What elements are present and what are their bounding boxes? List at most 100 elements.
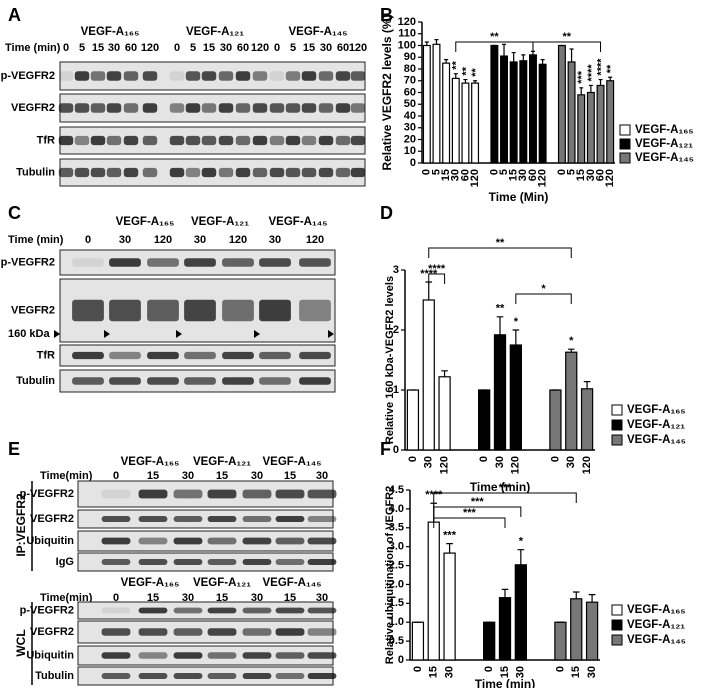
lane-label: 15 — [216, 592, 228, 604]
bar — [500, 55, 509, 164]
panel-letter: B — [380, 5, 393, 25]
lane-label: 30 — [182, 470, 194, 482]
band — [72, 299, 104, 322]
lane-label: 15 — [147, 470, 159, 482]
significance: ** — [460, 66, 472, 75]
band — [275, 607, 305, 614]
band — [109, 351, 141, 360]
band — [184, 377, 216, 385]
legend-swatch — [619, 138, 631, 150]
lane-label: 15 — [203, 42, 215, 54]
bar — [528, 54, 537, 164]
band — [301, 167, 317, 178]
bar — [411, 621, 425, 661]
legend-swatch — [611, 634, 623, 646]
lane-label: 15 — [147, 592, 159, 604]
band — [207, 515, 237, 523]
band — [275, 489, 305, 499]
x-tick-label: 120 — [581, 456, 593, 474]
time-label: Time (min) — [5, 42, 61, 54]
y-tick-label: 120 — [398, 16, 416, 28]
band — [173, 607, 203, 614]
band — [259, 299, 291, 322]
lane-label: 60 — [337, 42, 349, 54]
band — [307, 537, 337, 545]
lane-label: 15 — [216, 470, 228, 482]
y-tick-label: 50 — [404, 98, 416, 110]
lane-label: 0 — [85, 234, 91, 246]
band — [123, 71, 139, 81]
significance: ** — [451, 60, 463, 69]
lane-label: 30 — [251, 592, 263, 604]
bar — [570, 598, 583, 661]
band — [318, 135, 334, 146]
group-label: VEGF-A₁₄₅ — [289, 26, 348, 38]
band — [58, 103, 74, 113]
group-label: VEGF-A₁₆₅ — [81, 26, 140, 38]
bar — [483, 621, 496, 661]
error-bar — [496, 316, 504, 335]
band — [138, 558, 168, 566]
x-tick-label: 0 — [412, 666, 424, 672]
x-tick-label: 15 — [440, 169, 452, 181]
lane-label: 30 — [269, 234, 281, 246]
blot-strip — [77, 480, 334, 508]
bar — [577, 94, 586, 164]
band — [109, 299, 141, 322]
lane-label: 5 — [79, 42, 85, 54]
y-tick-label: 2.5 — [389, 559, 404, 571]
x-tick-label: 30 — [443, 666, 455, 678]
band — [90, 167, 106, 178]
band — [142, 135, 158, 146]
x-tick-label: 120 — [469, 169, 481, 187]
band — [123, 135, 139, 146]
legend-label: VEGF-A₁₂₁ — [627, 619, 685, 631]
y-tick-label: 3 — [393, 264, 399, 276]
x-tick-label: 0 — [556, 169, 568, 175]
arrowhead — [176, 330, 182, 338]
band — [299, 351, 331, 360]
band — [335, 135, 351, 146]
legend-label: VEGF-A₁₄₅ — [627, 634, 686, 646]
lane-label: 30 — [119, 234, 131, 246]
bar — [461, 82, 470, 164]
lane-label: 120 — [349, 42, 367, 54]
band — [185, 135, 201, 146]
band — [101, 489, 131, 499]
y-tick-label: 70 — [404, 75, 416, 87]
x-tick-label: 60 — [527, 169, 539, 181]
arrowhead — [254, 330, 260, 338]
band — [242, 489, 272, 499]
bar — [565, 351, 578, 451]
band — [350, 71, 366, 81]
bar — [471, 82, 480, 164]
band — [147, 258, 179, 267]
lane-label: 30 — [320, 42, 332, 54]
significance: *** — [576, 70, 588, 84]
y-axis-label: Relative ubiquitination of VEGFR2 — [384, 486, 396, 664]
group-label: VEGF-A₁₄₅ — [263, 456, 322, 468]
error-bar — [425, 281, 433, 300]
band — [58, 167, 74, 178]
band — [58, 71, 74, 81]
bar — [514, 564, 527, 661]
legend-swatch — [611, 434, 623, 446]
x-tick-label: 5 — [498, 169, 510, 175]
error-bar — [512, 329, 520, 345]
group-label: VEGF-A₁₂₁ — [186, 26, 244, 38]
band — [147, 351, 179, 360]
band — [275, 515, 305, 523]
arrowhead — [104, 330, 110, 338]
row-label: p-VEGFR2 — [20, 488, 74, 500]
error-bar — [588, 84, 593, 93]
band — [242, 672, 272, 680]
band — [207, 607, 237, 614]
time-label: Time (min) — [8, 234, 64, 246]
bracket-label: *** — [471, 496, 485, 508]
band — [106, 167, 122, 178]
band — [235, 135, 251, 146]
band — [142, 167, 158, 178]
band — [184, 258, 216, 267]
band — [285, 103, 301, 113]
bracket-label: * — [541, 283, 546, 295]
